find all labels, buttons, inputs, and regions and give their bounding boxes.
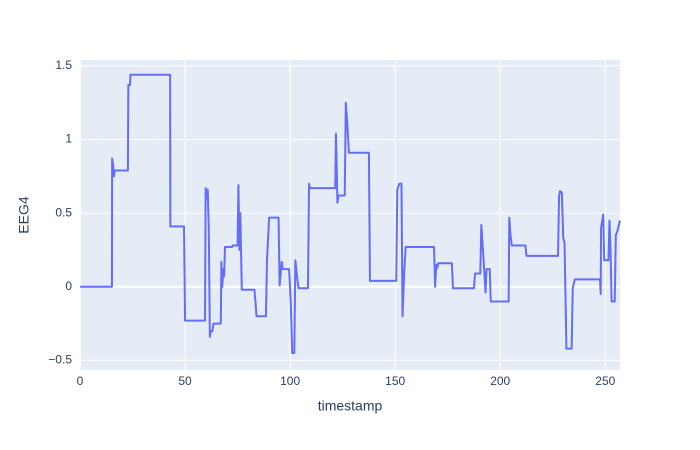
x-axis-title: timestamp [318,398,383,414]
y-tick-label: 1 [65,132,72,146]
x-tick-label: 100 [280,374,300,388]
y-tick-label: 1.5 [55,58,72,72]
x-tick-label: 0 [77,374,84,388]
x-tick-label: 250 [595,374,615,388]
data-line [80,73,621,355]
y-tick-label: 0.5 [55,205,72,219]
plot-area [80,60,620,370]
y-tick-label: −0.5 [48,353,72,367]
y-axis-title: EEG4 [16,196,32,234]
x-tick-label: 150 [385,374,405,388]
x-tick-label: 50 [178,374,192,388]
x-tick-label: 200 [490,374,510,388]
y-tick-label: 0 [65,279,72,293]
